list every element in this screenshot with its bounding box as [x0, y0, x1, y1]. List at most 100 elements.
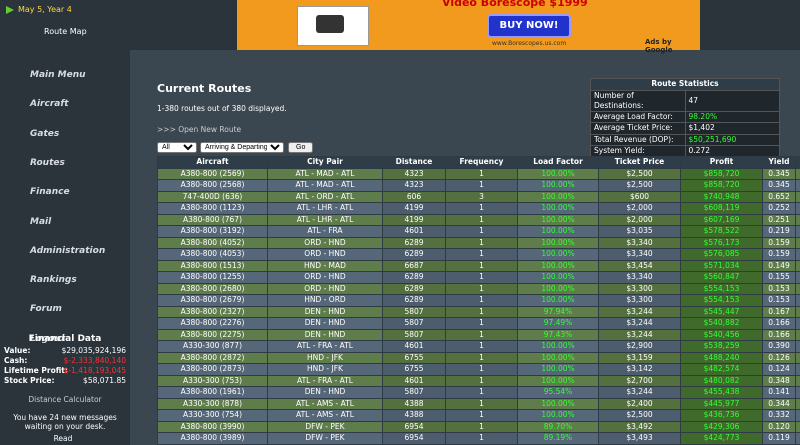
edit-link[interactable]: Edit — [795, 202, 800, 215]
profit: $445,977 — [680, 397, 763, 410]
profit: $488,240 — [680, 351, 763, 364]
route-row: A330-300 (754) ATL - AMS - ATL 4388 1 100.00… — [157, 409, 800, 422]
read-link[interactable]: Read — [53, 434, 73, 443]
distance: 6289 — [382, 282, 446, 295]
edit-link[interactable]: Edit — [795, 305, 800, 318]
edit-link[interactable]: Edit — [795, 363, 800, 376]
route-row: A380-800 (2569) ATL - MAD - ATL 4323 1 100.0… — [157, 167, 800, 180]
aircraft: A380-800 (767) — [157, 213, 268, 226]
edit-link[interactable]: Edit — [795, 397, 800, 410]
messages-note: You have 24 new messages waiting on your… — [13, 413, 117, 431]
profit: $455,438 — [680, 386, 763, 399]
edit-link[interactable]: Edit — [795, 282, 800, 295]
ticket-price: $3,142 — [598, 363, 681, 376]
ticket-price: $3,300 — [598, 282, 681, 295]
route-row: A380-800 (4053) ORD - HND 6289 1 100.00% $3,3… — [157, 248, 800, 261]
profit: $540,882 — [680, 317, 763, 330]
city-pair: DEN - HND — [267, 328, 383, 341]
frequency: 1 — [445, 179, 518, 192]
menu-item[interactable]: Main Menu — [30, 70, 86, 80]
edit-link[interactable]: Edit — [795, 213, 800, 226]
distance-calculator[interactable]: Distance Calculator — [28, 395, 102, 404]
edit-link[interactable]: Edit — [795, 190, 800, 203]
edit-link[interactable]: Edit — [795, 294, 800, 307]
yield: 0.344 — [762, 397, 796, 410]
menu-item[interactable]: Gates — [30, 128, 60, 139]
distance: 4601 — [382, 225, 446, 238]
edit-link[interactable]: Edit — [795, 351, 800, 364]
edit-link[interactable]: Edit — [795, 432, 800, 445]
aircraft: A380-800 (2276) — [157, 317, 268, 330]
scope-select[interactable]: All — [157, 142, 197, 153]
edit-link[interactable]: Edit — [795, 420, 800, 433]
ticket-price: $2,500 — [598, 409, 681, 422]
route-row: A330-300 (877) ATL - FRA - ATL 4601 1 100.00… — [157, 340, 800, 353]
aircraft: A380-800 (4052) — [157, 236, 268, 249]
menu-item[interactable]: Rankings — [30, 275, 77, 286]
menu-item[interactable]: Logout — [30, 333, 66, 344]
load-factor: 100.00% — [517, 282, 599, 295]
edit-link[interactable]: Edit — [795, 409, 800, 422]
ad-banner[interactable]: Video Borescope $1999 BUY NOW! www.Boresco… — [237, 0, 700, 54]
route-row: A380-800 (2276) DEN - HND 5807 1 97.49% $3,24… — [157, 317, 800, 330]
fin-label: Lifetime Profit: — [4, 366, 68, 375]
load-factor: 100.00% — [517, 179, 599, 192]
edit-link[interactable]: Edit — [795, 259, 800, 272]
profit: $571,034 — [680, 259, 763, 272]
load-factor: 100.00% — [517, 190, 599, 203]
ads-by-google: Ads by Google — [645, 38, 673, 54]
menu-item[interactable]: Administration — [30, 245, 106, 256]
fin-value: $-1,418,193,045 — [63, 366, 126, 375]
column-header: City Pair — [267, 156, 383, 169]
edit-link[interactable]: Edit — [795, 236, 800, 249]
route-map-link[interactable]: Route Map — [44, 27, 87, 36]
edit-link[interactable]: Edit — [795, 225, 800, 238]
yield: 0.120 — [762, 420, 796, 433]
edit-link[interactable]: Edit — [795, 167, 800, 180]
aircraft: 747-400D (636) — [157, 190, 268, 203]
edit-link[interactable]: Edit — [795, 386, 800, 399]
direction-select[interactable]: Arriving & Departing — [200, 142, 284, 153]
route-statistics: Route Statistics Number of Destinations: 4… — [590, 78, 780, 158]
yield: 0.167 — [762, 305, 796, 318]
load-factor: 100.00% — [517, 374, 599, 387]
ticket-price: $3,159 — [598, 351, 681, 364]
distance: 606 — [382, 190, 446, 203]
route-row: A380-800 (3989) DFW - PEK 6954 1 89.19% $3,49… — [157, 432, 800, 445]
city-pair: ORD - HND — [267, 271, 383, 284]
go-button[interactable]: Go — [288, 142, 314, 153]
yield: 0.124 — [762, 363, 796, 376]
route-row: A380-800 (767) ATL - LHR - ATL 4199 1 100.00… — [157, 213, 800, 226]
yield: 0.219 — [762, 225, 796, 238]
edit-link[interactable]: Edit — [795, 271, 800, 284]
profit: $480,082 — [680, 374, 763, 387]
edit-link[interactable]: Edit — [795, 248, 800, 261]
aircraft: A380-800 (2327) — [157, 305, 268, 318]
ticket-price: $2,700 — [598, 374, 681, 387]
route-row: A380-800 (2680) ORD - HND 6289 1 100.00% $3,3… — [157, 282, 800, 295]
menu-item[interactable]: Forum — [30, 304, 62, 315]
edit-link[interactable]: Edit — [795, 340, 800, 353]
edit-link[interactable]: Edit — [795, 317, 800, 330]
menu-item[interactable]: Routes — [30, 157, 65, 168]
edit-link[interactable]: Edit — [795, 374, 800, 387]
edit-link[interactable]: Edit — [795, 328, 800, 341]
load-factor: 89.70% — [517, 420, 599, 433]
frequency: 1 — [445, 328, 518, 341]
menu-item[interactable]: Aircraft — [30, 99, 69, 110]
frequency: 1 — [445, 340, 518, 353]
yield: 0.155 — [762, 271, 796, 284]
yield: 0.149 — [762, 259, 796, 272]
menu-item[interactable]: Mail — [30, 216, 52, 227]
city-pair: ATL - AMS - ATL — [267, 397, 383, 410]
open-new-route[interactable]: >>> Open New Route — [157, 125, 242, 134]
aircraft: A380-800 (4053) — [157, 248, 268, 261]
buy-now-button[interactable]: BUY NOW! — [487, 14, 571, 38]
distance: 6289 — [382, 248, 446, 261]
city-pair: HND - ORD — [267, 294, 383, 307]
city-pair: DFW - PEK — [267, 420, 383, 433]
menu-item[interactable]: Finance — [30, 187, 70, 198]
edit-link[interactable]: Edit — [795, 179, 800, 192]
aircraft: A330-300 (754) — [157, 409, 268, 422]
